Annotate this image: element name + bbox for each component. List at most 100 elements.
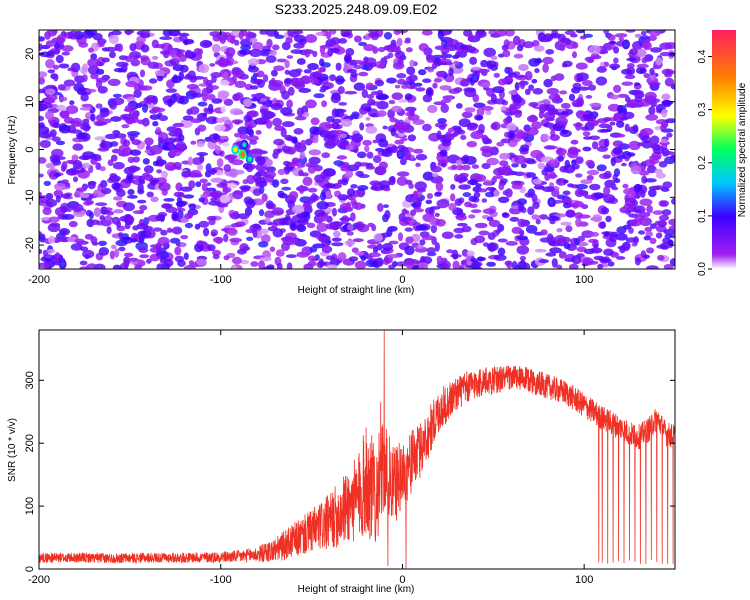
- heatmap-cell: [378, 161, 388, 170]
- heatmap-cell: [74, 238, 85, 244]
- heatmap-cell: [650, 47, 663, 53]
- heatmap-cell: [58, 63, 70, 69]
- heatmap-cell: [358, 41, 367, 47]
- heatmap-cell: [269, 50, 277, 56]
- heatmap-cell: [480, 82, 491, 88]
- heatmap-cell: [79, 266, 90, 269]
- heatmap-cell: [66, 168, 77, 176]
- heatmap-cell: [196, 164, 204, 171]
- heatmap-cell: [108, 175, 121, 182]
- heatmap-cell: [396, 78, 407, 85]
- heatmap-cell: [378, 138, 389, 148]
- heatmap-cell: [583, 33, 594, 38]
- heatmap-cell: [630, 165, 642, 175]
- heatmap-cell: [39, 173, 44, 178]
- heatmap-cell: [626, 190, 636, 199]
- heatmap-cell: [371, 261, 379, 268]
- heatmap-cell: [500, 138, 511, 144]
- heatmap-cell: [156, 169, 163, 174]
- heatmap-cell: [330, 37, 341, 46]
- heatmap-cell: [47, 69, 56, 74]
- heatmap-cell: [571, 255, 582, 265]
- heatmap-cell: [109, 100, 118, 110]
- heatmap-cell: [638, 170, 650, 176]
- heatmap-cell: [252, 41, 264, 51]
- heatmap-cell: [412, 190, 419, 200]
- heatmap-cell: [617, 93, 629, 98]
- heatmap-cell: [180, 186, 193, 192]
- heatmap-cell: [210, 177, 224, 183]
- heatmap-cell: [208, 200, 221, 206]
- heatmap-cell: [613, 46, 620, 54]
- heatmap-cell: [39, 43, 43, 51]
- heatmap-cell: [561, 129, 568, 134]
- heatmap-cell: [93, 207, 101, 217]
- heatmap-peaks: [58, 39, 630, 269]
- heatmap-cell: [61, 161, 68, 171]
- heatmap-cell: [362, 139, 372, 146]
- heatmap-cell: [272, 117, 283, 127]
- heatmap-cell: [281, 186, 292, 191]
- heatmap-cell: [85, 88, 97, 93]
- heatmap-cell: [210, 169, 218, 174]
- heatmap-cell: [520, 163, 527, 169]
- heatmap-cell: [404, 245, 415, 256]
- heatmap-cell: [416, 244, 424, 249]
- heatmap-cell: [198, 220, 210, 228]
- heatmap-cell: [383, 187, 391, 192]
- heatmap-cell: [199, 178, 208, 184]
- heatmap-cell: [204, 170, 212, 178]
- heatmap-cell: [640, 35, 650, 40]
- heatmap-cell: [474, 235, 486, 244]
- heatmap-cell: [641, 127, 654, 136]
- heatmap-cell: [47, 223, 61, 233]
- heatmap-cell: [485, 109, 492, 116]
- heatmap-cell: [583, 115, 597, 122]
- heatmap-cell: [622, 224, 632, 230]
- heatmap-cell: [80, 192, 90, 199]
- heatmap-cell: [107, 159, 114, 166]
- heatmap-cell: [649, 159, 660, 164]
- heatmap-cell: [232, 256, 242, 265]
- heatmap-cell: [432, 82, 438, 89]
- heatmap-cell: [172, 122, 185, 128]
- heatmap-cell: [468, 195, 478, 202]
- heatmap-cell: [392, 62, 405, 70]
- heatmap-cell: [498, 78, 507, 86]
- heatmap-cell: [621, 81, 634, 86]
- heatmap-cell: [559, 43, 566, 52]
- heatmap-cell: [276, 262, 283, 269]
- heatmap-cell: [495, 229, 501, 235]
- heatmap-cell: [614, 178, 621, 184]
- heatmap-cell: [339, 133, 347, 139]
- heatmap-cell: [285, 37, 293, 44]
- heatmap-cell: [71, 203, 84, 213]
- heatmap-cell: [219, 79, 230, 86]
- heatmap-cell: [130, 238, 138, 243]
- heatmap-cell: [571, 87, 581, 94]
- heatmap-cell: [95, 103, 103, 109]
- heatmap-cell: [474, 222, 488, 229]
- heatmap-cell: [223, 255, 230, 261]
- heatmap-cell: [374, 79, 385, 87]
- heatmap-cell: [662, 151, 675, 156]
- heatmap-cell: [535, 218, 541, 225]
- heatmap-cell: [540, 133, 550, 142]
- heatmap-cell: [394, 84, 401, 89]
- heatmap-cell: [520, 144, 530, 151]
- heatmap-cell: [53, 74, 59, 82]
- heatmap-cell: [667, 240, 674, 245]
- heatmap-cell: [324, 183, 336, 189]
- heatmap-cell: [513, 74, 526, 79]
- heatmap-cell: [556, 194, 566, 200]
- heatmap-cell: [383, 32, 393, 40]
- heatmap-cell: [129, 112, 139, 121]
- heatmap-cell: [131, 139, 141, 146]
- heatmap-cell: [198, 197, 205, 203]
- heatmap-cell: [533, 45, 545, 52]
- heatmap-cell: [540, 229, 548, 236]
- heatmap-cell: [177, 259, 186, 267]
- heatmap-cell: [191, 157, 204, 166]
- heatmap-cell: [73, 82, 85, 92]
- heatmap-cell: [100, 139, 107, 149]
